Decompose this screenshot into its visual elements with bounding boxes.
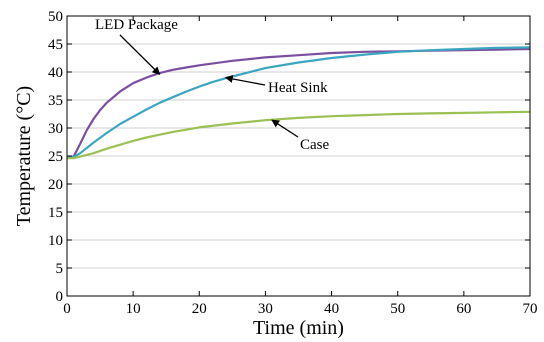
x-tick-label: 20 — [192, 301, 207, 317]
x-axis-title: Time (min) — [253, 317, 344, 339]
y-tick-label: 45 — [48, 37, 63, 53]
y-tick-label: 5 — [56, 261, 64, 277]
x-tick-label: 30 — [258, 301, 273, 317]
y-tick-label: 15 — [48, 205, 63, 221]
series-line-0 — [66, 47, 531, 160]
annotation-label: Heat Sink — [268, 80, 328, 96]
annotation-arrow — [119, 34, 161, 75]
series-line-1 — [66, 46, 531, 160]
x-tick-label: 10 — [126, 301, 141, 317]
annotation-arrow — [224, 74, 266, 86]
x-tick-label: 70 — [523, 301, 538, 317]
x-axis-ticks: 0 10 20 30 40 50 60 70 — [63, 16, 538, 317]
y-tick-label: 20 — [48, 177, 63, 193]
series-lines — [66, 46, 531, 160]
x-tick-label: 0 — [63, 301, 71, 317]
grid-lines — [67, 43, 530, 269]
y-axis-ticks: 0 5 10 15 20 25 30 35 40 45 50 — [48, 9, 530, 305]
x-tick-label: 50 — [390, 301, 405, 317]
y-tick-label: 40 — [48, 65, 63, 81]
y-tick-label: 25 — [48, 149, 63, 165]
annotations: LED Package Heat Sink Case — [95, 17, 330, 153]
annotation-label: Case — [300, 137, 330, 153]
y-tick-label: 30 — [48, 121, 63, 137]
y-tick-label: 0 — [56, 289, 64, 305]
series-line-2 — [67, 110, 531, 160]
x-tick-label: 40 — [324, 301, 339, 317]
annotation-arrow — [271, 119, 299, 138]
y-tick-label: 50 — [48, 9, 63, 25]
annotation-label: LED Package — [95, 17, 178, 33]
y-axis-title: Temperature (°C) — [13, 86, 35, 226]
y-tick-label: 35 — [48, 93, 63, 109]
x-tick-label: 60 — [456, 301, 471, 317]
y-tick-label: 10 — [48, 233, 63, 249]
